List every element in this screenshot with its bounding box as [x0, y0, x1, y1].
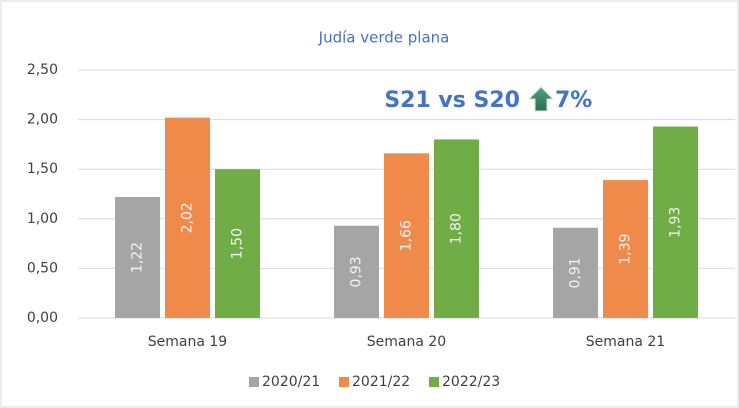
bar	[334, 225, 379, 318]
y-tick-label: 1,00	[27, 211, 58, 227]
legend-label: 2020/21	[262, 374, 320, 390]
bar	[115, 196, 160, 318]
data-label: 1,50	[230, 228, 246, 259]
bar	[553, 227, 598, 318]
bar	[384, 153, 429, 318]
y-tick-label: 0,00	[27, 310, 58, 326]
legend-label: 2022/23	[442, 374, 500, 390]
x-tick-label: Semana 21	[586, 334, 665, 350]
data-label: 1,93	[668, 207, 684, 238]
chart-title: Judía verde plana	[318, 29, 450, 47]
bar	[653, 126, 698, 318]
y-tick-label: 2,00	[27, 112, 58, 128]
bar	[434, 139, 479, 318]
data-label: 1,22	[130, 242, 146, 273]
annotation-text: S21 vs S20	[384, 88, 520, 113]
bar	[603, 180, 648, 318]
bar	[215, 169, 260, 318]
data-label: 2,02	[180, 202, 196, 233]
annotation-change: 7%	[555, 88, 592, 113]
legend-label: 2021/22	[352, 374, 410, 390]
legend-swatch	[429, 377, 439, 387]
legend-swatch	[339, 377, 349, 387]
y-tick-label: 1,50	[27, 161, 58, 177]
legend-swatch	[249, 377, 259, 387]
data-label: 0,93	[349, 256, 365, 287]
up-arrow-icon	[527, 86, 555, 112]
data-label: 1,66	[399, 220, 415, 251]
data-label: 0,91	[568, 257, 584, 288]
x-tick-label: Semana 19	[148, 334, 227, 350]
data-label: 1,39	[618, 233, 634, 264]
x-tick-label: Semana 20	[367, 334, 446, 350]
bar	[165, 117, 210, 318]
y-tick-label: 2,50	[27, 62, 58, 78]
data-label: 1,80	[449, 213, 465, 244]
y-tick-label: 0,50	[27, 260, 58, 276]
